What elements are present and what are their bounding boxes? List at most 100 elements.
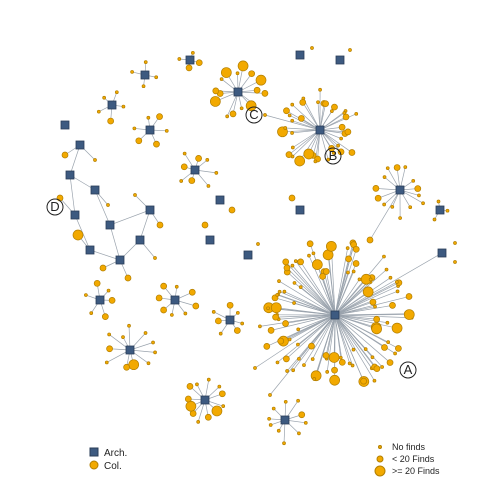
col-node <box>131 70 134 73</box>
col-node <box>291 103 294 106</box>
col-node <box>339 356 342 359</box>
col-node <box>142 85 145 88</box>
edge <box>110 210 150 225</box>
legend-label: Arch. <box>104 448 127 459</box>
col-node <box>161 307 167 313</box>
arch-node <box>61 121 69 129</box>
col-node <box>289 195 295 201</box>
col-node <box>346 247 349 250</box>
col-node <box>383 203 386 206</box>
col-node <box>125 275 131 281</box>
cluster-label: C <box>249 107 258 122</box>
col-node <box>337 144 340 147</box>
col-node <box>109 297 115 303</box>
col-node <box>276 293 279 296</box>
arch-node <box>396 186 404 194</box>
col-node <box>351 364 354 367</box>
col-node <box>103 96 106 99</box>
legend-size-icon <box>375 466 385 476</box>
edge <box>110 225 120 260</box>
col-node <box>332 367 338 373</box>
col-node <box>226 115 229 118</box>
col-node <box>339 124 345 130</box>
col-node <box>343 114 349 120</box>
col-node <box>202 222 208 228</box>
col-node <box>161 283 167 289</box>
col-node <box>391 205 394 208</box>
col-node <box>394 165 400 171</box>
col-node <box>286 152 292 158</box>
col-node <box>361 378 367 384</box>
col-node <box>395 345 401 351</box>
col-node <box>283 290 286 293</box>
col-node <box>258 325 261 328</box>
arch-node <box>146 126 154 134</box>
col-node <box>371 356 374 359</box>
col-node <box>299 286 302 289</box>
arch-node <box>136 236 144 244</box>
col-node <box>374 305 377 308</box>
col-node <box>381 365 384 368</box>
cluster-label: A <box>404 362 413 377</box>
col-node <box>108 118 114 124</box>
col-node <box>385 268 388 271</box>
col-node <box>386 167 389 170</box>
col-node <box>94 280 100 286</box>
col-node <box>184 312 187 315</box>
col-node <box>323 101 329 107</box>
col-node <box>372 324 382 334</box>
col-node <box>307 254 310 257</box>
col-node <box>389 302 395 308</box>
col-node <box>73 230 83 240</box>
col-node <box>234 328 240 334</box>
col-node <box>300 99 306 105</box>
col-node <box>299 412 305 418</box>
col-node <box>406 294 412 300</box>
col-node <box>219 391 225 397</box>
col-node <box>183 152 186 155</box>
col-node <box>156 295 162 301</box>
col-node <box>288 338 291 341</box>
col-node <box>312 252 315 255</box>
col-node <box>154 351 157 354</box>
col-node <box>291 119 294 122</box>
col-node <box>205 414 211 420</box>
col-node <box>296 343 299 346</box>
col-node <box>284 127 287 130</box>
arch-node <box>146 206 154 214</box>
col-node <box>373 185 379 191</box>
col-node <box>292 369 295 372</box>
arch-node <box>171 296 179 304</box>
edge <box>70 145 80 175</box>
arch-node <box>296 51 304 59</box>
col-node <box>267 307 270 310</box>
col-node <box>370 299 376 305</box>
legend-label: < 20 Finds <box>392 454 435 464</box>
col-node <box>197 420 200 423</box>
col-node <box>309 343 315 349</box>
col-node <box>206 158 209 161</box>
col-node <box>249 71 255 77</box>
col-node <box>304 149 314 159</box>
arch-node <box>438 249 446 257</box>
col-node <box>367 237 373 243</box>
col-node <box>383 176 386 179</box>
col-node <box>387 341 390 344</box>
col-node <box>409 206 412 209</box>
col-node <box>213 88 219 94</box>
col-node <box>277 280 280 283</box>
col-node <box>358 278 361 281</box>
col-node <box>155 76 158 79</box>
cluster-label: B <box>329 148 338 163</box>
col-node <box>196 60 202 66</box>
arch-node <box>234 88 242 96</box>
col-node <box>353 246 359 252</box>
col-node <box>221 68 231 78</box>
col-node <box>329 352 339 362</box>
col-node <box>144 61 147 64</box>
edge <box>335 253 442 315</box>
col-node <box>187 383 193 389</box>
col-node <box>100 265 106 271</box>
col-node <box>271 303 281 313</box>
edge <box>370 190 400 240</box>
